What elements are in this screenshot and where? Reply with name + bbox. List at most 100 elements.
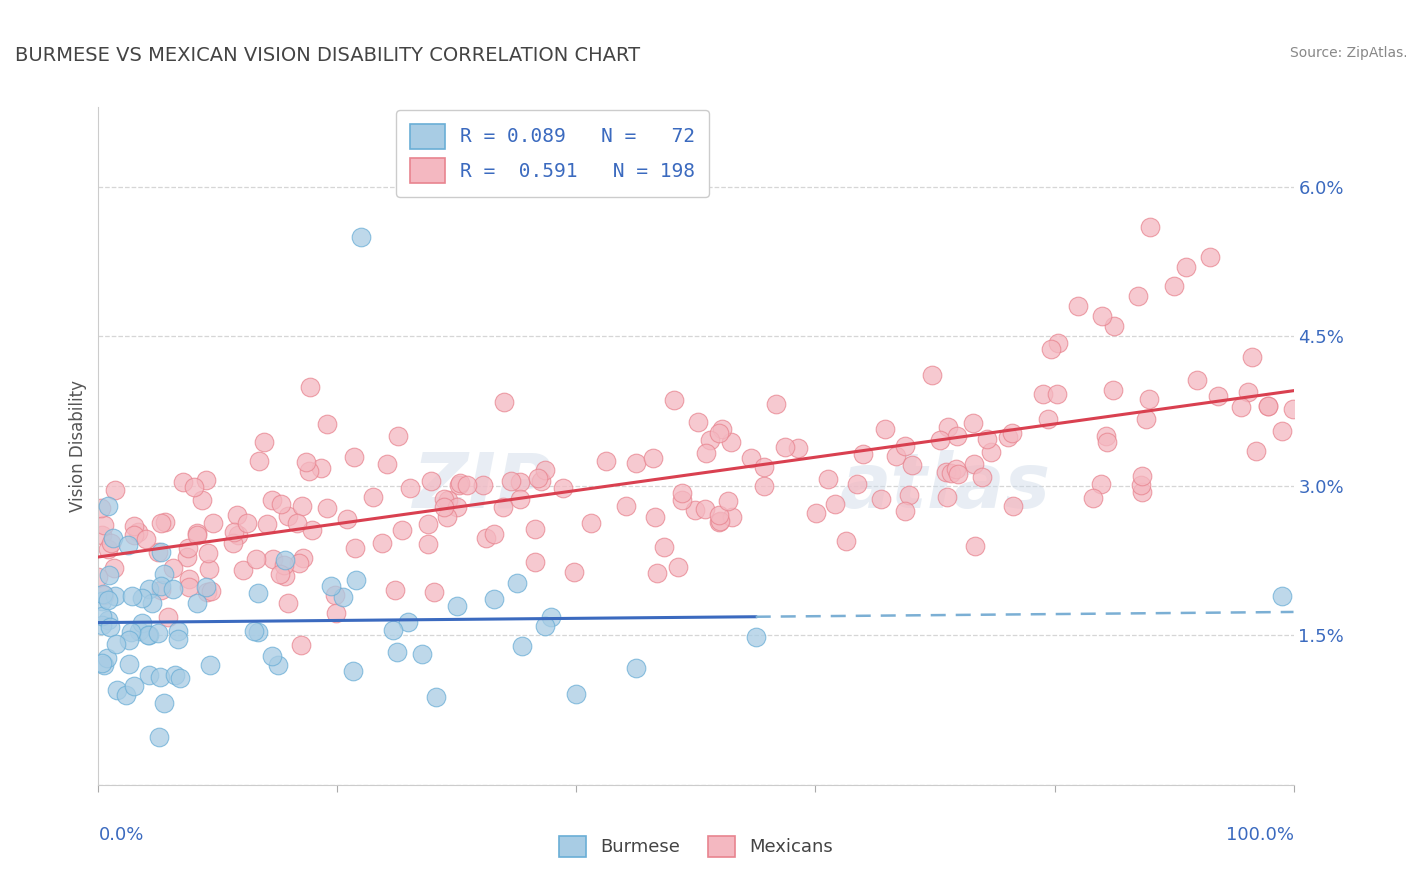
Point — [295, 455, 318, 469]
Point — [371, 535, 394, 549]
Point — [509, 492, 531, 507]
Point — [1032, 387, 1054, 401]
Point — [298, 465, 321, 479]
Point — [720, 435, 742, 450]
Point — [138, 668, 160, 682]
Point — [150, 583, 173, 598]
Point — [1040, 343, 1063, 357]
Point — [695, 445, 717, 459]
Point — [195, 580, 218, 594]
Point — [200, 658, 222, 673]
Point — [291, 550, 314, 565]
Point — [509, 475, 531, 490]
Point — [939, 466, 962, 480]
Point — [765, 397, 787, 411]
Text: BURMESE VS MEXICAN VISION DISABILITY CORRELATION CHART: BURMESE VS MEXICAN VISION DISABILITY COR… — [15, 46, 640, 65]
Point — [315, 417, 337, 431]
Point — [709, 514, 731, 528]
Point — [870, 491, 893, 506]
Point — [997, 430, 1019, 444]
Point — [752, 460, 775, 475]
Point — [117, 657, 139, 671]
Point — [1244, 443, 1267, 458]
Point — [93, 588, 115, 602]
Point — [332, 590, 354, 604]
Point — [523, 555, 546, 569]
Text: Source: ZipAtlas.com: Source: ZipAtlas.com — [1289, 46, 1406, 60]
Point — [122, 680, 145, 694]
Point — [274, 553, 297, 567]
Point — [976, 432, 998, 446]
Point — [387, 429, 409, 443]
Point — [97, 499, 120, 513]
Point — [153, 696, 176, 710]
Point — [449, 478, 471, 492]
Point — [1271, 589, 1294, 603]
Point — [499, 475, 522, 489]
Point — [494, 394, 516, 409]
Point — [416, 537, 439, 551]
Point — [117, 538, 139, 552]
Point — [475, 531, 498, 545]
Point — [91, 587, 114, 601]
Point — [432, 492, 454, 507]
Point — [100, 535, 122, 549]
Point — [482, 592, 505, 607]
Point — [91, 618, 114, 632]
Point — [226, 508, 249, 522]
Point — [449, 476, 471, 491]
Point — [699, 433, 721, 447]
Point — [287, 516, 309, 530]
Point — [962, 416, 984, 430]
Point — [247, 454, 270, 468]
Point — [375, 458, 398, 472]
Point — [1137, 392, 1160, 406]
Point — [273, 558, 295, 573]
Point — [98, 567, 121, 582]
Point — [224, 524, 246, 539]
Point — [398, 615, 420, 630]
Point — [117, 632, 139, 647]
Point — [432, 500, 454, 514]
Point — [752, 479, 775, 493]
Point — [579, 516, 602, 531]
Point — [391, 523, 413, 537]
Point — [1046, 386, 1069, 401]
Point — [270, 497, 292, 511]
Point — [226, 527, 249, 541]
Point — [195, 473, 218, 487]
Point — [626, 661, 648, 675]
Point — [115, 688, 138, 702]
Point — [298, 380, 321, 394]
Point — [686, 416, 709, 430]
Point — [1036, 412, 1059, 426]
Point — [104, 483, 127, 497]
Point — [852, 447, 875, 461]
Point — [343, 450, 366, 464]
Point — [385, 645, 409, 659]
Point — [1282, 401, 1305, 416]
Point — [309, 461, 332, 475]
Point — [290, 639, 312, 653]
Point — [97, 613, 120, 627]
Point — [624, 456, 647, 470]
Point — [1128, 289, 1150, 303]
Point — [962, 457, 984, 471]
Point — [253, 435, 276, 450]
Point — [835, 534, 858, 549]
Point — [1135, 411, 1157, 425]
Point — [529, 474, 551, 488]
Point — [146, 625, 169, 640]
Point — [717, 494, 740, 508]
Point — [162, 582, 184, 596]
Point — [195, 585, 218, 599]
Point — [146, 545, 169, 559]
Point — [506, 576, 529, 591]
Point — [350, 229, 373, 244]
Point — [222, 536, 245, 550]
Point — [169, 671, 191, 685]
Point — [1083, 491, 1105, 506]
Point — [243, 624, 266, 638]
Point — [101, 531, 124, 545]
Point — [323, 588, 346, 602]
